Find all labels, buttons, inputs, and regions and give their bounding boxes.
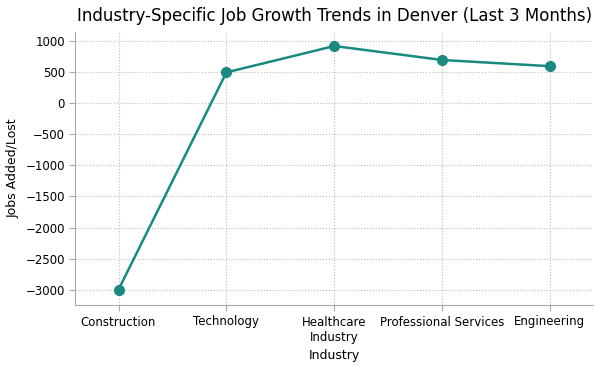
Y-axis label: Jobs Added/Lost: Jobs Added/Lost	[7, 119, 20, 218]
X-axis label: Industry: Industry	[308, 349, 360, 362]
Title: Industry-Specific Job Growth Trends in Denver (Last 3 Months): Industry-Specific Job Growth Trends in D…	[77, 7, 592, 25]
